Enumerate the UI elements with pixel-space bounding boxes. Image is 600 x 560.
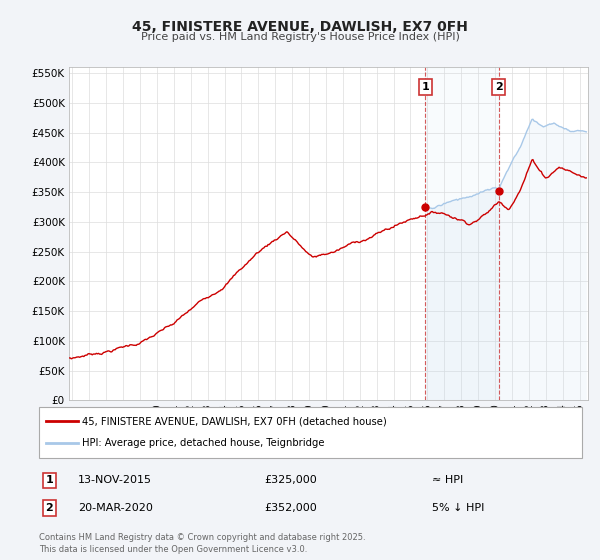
Text: 1: 1 bbox=[421, 82, 429, 92]
Text: 45, FINISTERE AVENUE, DAWLISH, EX7 0FH (detached house): 45, FINISTERE AVENUE, DAWLISH, EX7 0FH (… bbox=[82, 416, 387, 426]
Text: HPI: Average price, detached house, Teignbridge: HPI: Average price, detached house, Teig… bbox=[82, 438, 325, 449]
Text: 45, FINISTERE AVENUE, DAWLISH, EX7 0FH: 45, FINISTERE AVENUE, DAWLISH, EX7 0FH bbox=[132, 20, 468, 34]
Text: £325,000: £325,000 bbox=[264, 475, 317, 486]
Text: 5% ↓ HPI: 5% ↓ HPI bbox=[432, 503, 484, 513]
Text: 2: 2 bbox=[46, 503, 53, 513]
Bar bbox=[425, 67, 499, 400]
Text: Price paid vs. HM Land Registry's House Price Index (HPI): Price paid vs. HM Land Registry's House … bbox=[140, 32, 460, 42]
Text: ≈ HPI: ≈ HPI bbox=[432, 475, 463, 486]
Text: £352,000: £352,000 bbox=[264, 503, 317, 513]
Text: 20-MAR-2020: 20-MAR-2020 bbox=[78, 503, 153, 513]
Text: 13-NOV-2015: 13-NOV-2015 bbox=[78, 475, 152, 486]
Text: 1: 1 bbox=[46, 475, 53, 486]
Text: 2: 2 bbox=[495, 82, 503, 92]
Text: Contains HM Land Registry data © Crown copyright and database right 2025.
This d: Contains HM Land Registry data © Crown c… bbox=[39, 533, 365, 554]
